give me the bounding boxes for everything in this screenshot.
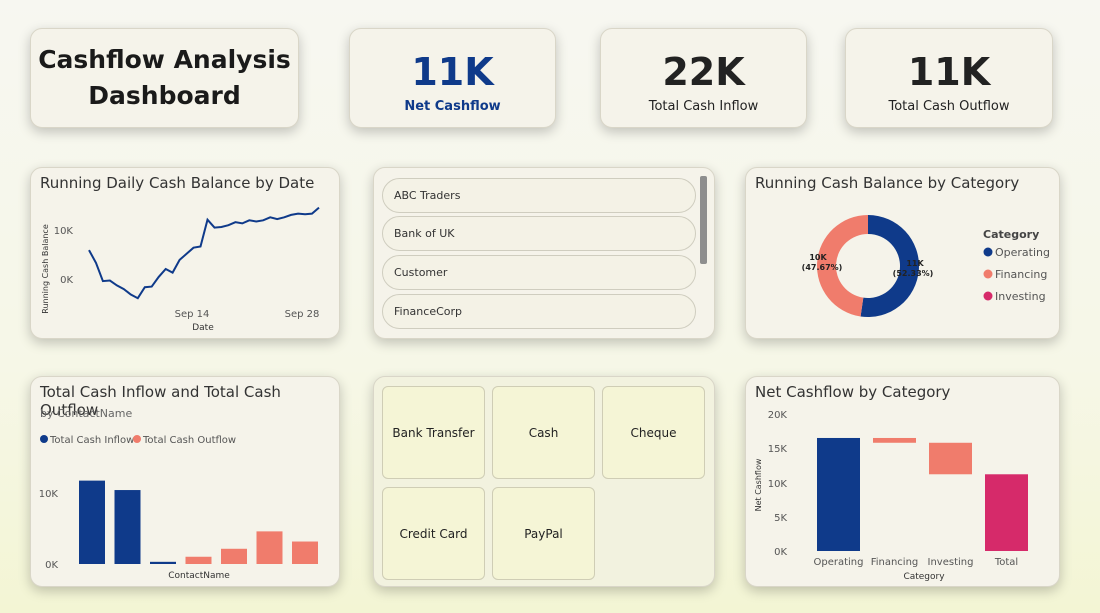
total-cash-outflow-bar[interactable] xyxy=(221,548,247,564)
kpi-total-cash-inflow: 22K Total Cash Inflow xyxy=(600,28,807,128)
payment-method-tile[interactable]: Credit Card xyxy=(382,487,485,580)
payment-method-tile[interactable]: Cash xyxy=(492,386,595,479)
inflow-outflow-subtitle: by ContactName xyxy=(40,407,133,420)
running-balance-chart: Running Cash Balance 10K 0K Sep 14 Sep 2… xyxy=(41,206,320,333)
waterfall-bar-financing[interactable] xyxy=(873,437,916,443)
running-balance-xlabel: Date xyxy=(192,323,214,333)
donut-legend-title: Category xyxy=(983,228,1039,241)
waterfall-ytick: 5K xyxy=(774,513,787,524)
waterfall-bar-total[interactable] xyxy=(985,474,1028,551)
legend-financing-label: Financing xyxy=(995,268,1047,281)
legend-outflow-marker xyxy=(133,435,141,443)
running-balance-ytick: 0K xyxy=(60,275,73,286)
inflow-outflow-title: Total Cash Inflow and Total Cash Outflow xyxy=(40,383,281,419)
running-balance-xtick: Sep 28 xyxy=(285,309,320,320)
legend-financing-marker xyxy=(983,269,993,279)
waterfall-xtick: Investing xyxy=(928,557,974,568)
running-balance-line xyxy=(88,206,320,300)
legend-operating-label: Operating xyxy=(995,246,1050,259)
donut-slice-operating[interactable] xyxy=(860,215,919,317)
total-cash-outflow-bar[interactable] xyxy=(185,556,212,564)
waterfall-title: Net Cashflow by Category xyxy=(755,383,951,401)
running-balance-ylabel: Running Cash Balance xyxy=(41,224,50,314)
running-balance-ytick: 10K xyxy=(54,226,74,237)
net-cashflow-waterfall-card: Net Cashflow by Category Net Cashflow 20… xyxy=(745,376,1060,587)
contact-slicer: ABC Traders Bank of UK Customer FinanceC… xyxy=(373,167,715,339)
inflow-outflow-chart: Total Cash Inflow Total Cash Outflow 10K… xyxy=(39,435,318,581)
dashboard-title: Cashflow Analysis Dashboard xyxy=(38,45,291,110)
contact-option[interactable]: FinanceCorp xyxy=(382,294,696,329)
category-donut-card: Running Cash Balance by Category 10K (47… xyxy=(745,167,1060,339)
running-balance-card: Running Daily Cash Balance by Date Runni… xyxy=(30,167,340,339)
contact-slicer-scrollbar[interactable] xyxy=(700,176,707,264)
waterfall-bar-operating[interactable] xyxy=(817,437,860,551)
kpi-total-cash-outflow-value: 11K xyxy=(907,50,991,94)
kpi-total-cash-inflow-label: Total Cash Inflow xyxy=(648,99,759,114)
inflow-outflow-ytick: 0K xyxy=(45,560,58,571)
legend-outflow-label: Total Cash Outflow xyxy=(142,435,236,446)
total-cash-outflow-bar[interactable] xyxy=(256,531,283,564)
kpi-net-cashflow-label: Net Cashflow xyxy=(404,99,501,114)
waterfall-xtick: Operating xyxy=(814,557,864,568)
category-donut-title: Running Cash Balance by Category xyxy=(755,174,1020,192)
payment-method-tile[interactable]: Bank Transfer xyxy=(382,386,485,479)
donut-label-financing-pct: (47.67%) xyxy=(802,263,843,272)
legend-investing-marker xyxy=(983,291,993,301)
payment-method-tile[interactable]: PayPal xyxy=(492,487,595,580)
waterfall-ytick: 0K xyxy=(774,547,787,558)
contact-option[interactable]: Bank of UK xyxy=(382,216,696,251)
legend-investing-label: Investing xyxy=(995,290,1046,303)
payment-method-slicer: Bank Transfer Cash Cheque Credit Card Pa… xyxy=(373,376,715,587)
kpi-total-cash-outflow: 11K Total Cash Outflow xyxy=(845,28,1053,128)
kpi-total-cash-inflow-value: 22K xyxy=(662,50,745,94)
waterfall-bar-investing[interactable] xyxy=(929,442,972,475)
donut-slice-financing[interactable] xyxy=(816,215,868,317)
kpi-total-cash-outflow-label: Total Cash Outflow xyxy=(888,99,1010,114)
legend-inflow-label: Total Cash Inflow xyxy=(49,435,134,446)
running-balance-xtick: Sep 14 xyxy=(175,309,210,320)
kpi-net-cashflow-value: 11K xyxy=(411,50,494,94)
total-cash-inflow-bar[interactable] xyxy=(79,480,105,564)
donut-label-operating-pct: (52.33%) xyxy=(893,269,934,278)
running-balance-title: Running Daily Cash Balance by Date xyxy=(40,174,315,192)
inflow-outflow-card: Total Cash Inflow and Total Cash Outflow… xyxy=(30,376,340,587)
inflow-outflow-ytick: 10K xyxy=(39,489,59,500)
total-cash-inflow-bar[interactable] xyxy=(150,561,176,564)
waterfall-xtick: Total xyxy=(994,557,1018,568)
contact-option[interactable]: ABC Traders xyxy=(382,178,696,213)
legend-inflow-marker xyxy=(40,435,48,443)
waterfall-ytick: 10K xyxy=(768,479,788,490)
waterfall-ytick: 20K xyxy=(768,410,788,421)
donut-label-financing-value: 10K xyxy=(809,253,827,262)
waterfall-ylabel: Net Cashflow xyxy=(754,458,763,511)
inflow-outflow-xlabel: ContactName xyxy=(168,571,230,581)
payment-method-tile[interactable]: Cheque xyxy=(602,386,705,479)
dashboard-title-card: Cashflow Analysis Dashboard xyxy=(30,28,299,128)
category-donut-chart: 10K (47.67%) 11K (52.33%) Category Opera… xyxy=(802,215,1050,317)
waterfall-chart: Net Cashflow 20K 15K 10K 5K 0K Operating… xyxy=(754,410,1028,582)
donut-label-operating-value: 11K xyxy=(906,259,924,268)
waterfall-xtick: Financing xyxy=(871,557,919,568)
waterfall-ytick: 15K xyxy=(768,444,788,455)
legend-operating-marker xyxy=(983,247,993,257)
total-cash-inflow-bar[interactable] xyxy=(114,490,141,564)
total-cash-outflow-bar[interactable] xyxy=(292,541,318,564)
contact-option[interactable]: Customer xyxy=(382,255,696,290)
kpi-net-cashflow: 11K Net Cashflow xyxy=(349,28,556,128)
waterfall-xlabel: Category xyxy=(903,572,945,582)
